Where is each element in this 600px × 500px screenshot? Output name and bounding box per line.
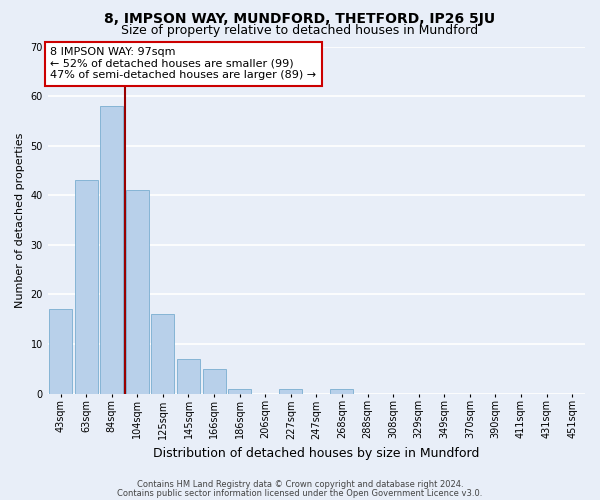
Bar [228,388,251,394]
Text: Contains HM Land Registry data © Crown copyright and database right 2024.: Contains HM Land Registry data © Crown c… [137,480,463,489]
Bar [151,314,175,394]
Y-axis label: Number of detached properties: Number of detached properties [15,132,25,308]
Text: 8, IMPSON WAY, MUNDFORD, THETFORD, IP26 5JU: 8, IMPSON WAY, MUNDFORD, THETFORD, IP26 … [104,12,496,26]
Bar [331,388,353,394]
Bar [126,190,149,394]
Bar [74,180,98,394]
Text: Size of property relative to detached houses in Mundford: Size of property relative to detached ho… [121,24,479,37]
Bar [177,359,200,394]
Bar [203,369,226,394]
Bar [49,310,72,394]
Bar [100,106,123,394]
Text: 8 IMPSON WAY: 97sqm
← 52% of detached houses are smaller (99)
47% of semi-detach: 8 IMPSON WAY: 97sqm ← 52% of detached ho… [50,47,317,80]
X-axis label: Distribution of detached houses by size in Mundford: Distribution of detached houses by size … [153,447,479,460]
Bar [280,388,302,394]
Text: Contains public sector information licensed under the Open Government Licence v3: Contains public sector information licen… [118,488,482,498]
